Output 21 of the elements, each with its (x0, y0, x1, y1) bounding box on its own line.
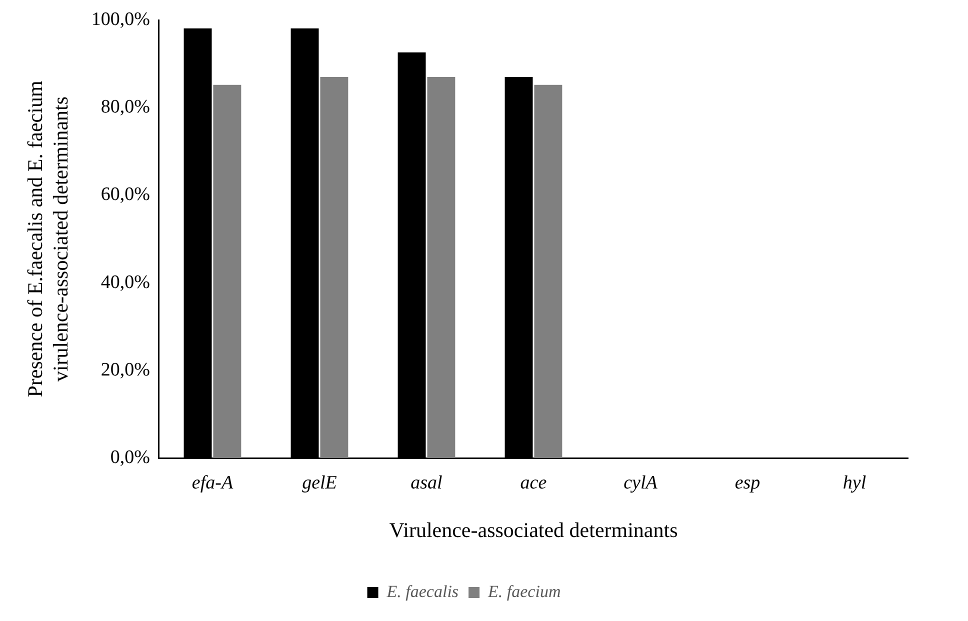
x-tick-label: gelE (302, 472, 338, 494)
legend-label: E. faecium (487, 582, 561, 601)
x-tick-label: cylA (624, 472, 658, 494)
bar (427, 76, 456, 458)
legend-label: E. faecalis (386, 582, 459, 601)
y-tick-label: 0,0% (110, 446, 150, 468)
x-tick-label: esp (734, 472, 760, 494)
x-axis-title: Virulence-associated determinants (389, 518, 678, 542)
y-tick-label: 40,0% (100, 272, 150, 293)
x-tick-label: efa-A (192, 472, 234, 494)
y-tick-label: 100,0% (91, 8, 150, 30)
x-tick-label: asal (410, 472, 442, 494)
y-axis-title: Presence of E.faecalis and E. faecium virulence-associated determinants (23, 80, 72, 398)
y-tick-label: 20,0% (100, 359, 150, 380)
bar (320, 76, 348, 458)
x-tick-label: ace (520, 472, 547, 494)
y-tick-label: 80,0% (100, 96, 150, 118)
bar (213, 84, 242, 458)
bar (534, 84, 562, 458)
x-tick-label: hyl (842, 472, 866, 494)
y-tick-label: 60,0% (100, 184, 150, 206)
